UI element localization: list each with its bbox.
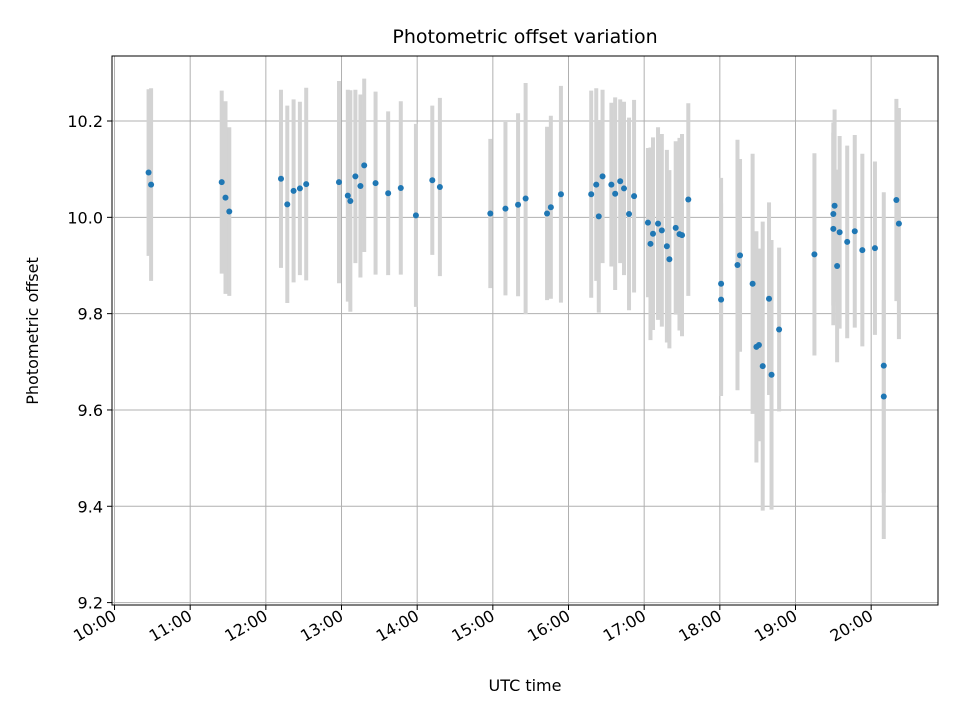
data-point — [672, 224, 679, 231]
data-point — [831, 202, 838, 209]
data-point — [588, 191, 595, 198]
data-point — [749, 280, 756, 287]
data-point — [303, 181, 310, 188]
data-point — [397, 184, 404, 191]
plot-area-frame — [111, 55, 939, 606]
data-point — [595, 213, 602, 220]
y-tick-label: 9.4 — [78, 497, 103, 516]
data-points — [145, 162, 902, 400]
data-point — [766, 295, 773, 302]
data-point — [685, 196, 692, 203]
data-point — [608, 181, 615, 188]
data-point — [620, 185, 627, 192]
data-point — [226, 208, 233, 215]
data-point — [290, 187, 297, 194]
data-point — [296, 185, 303, 192]
data-point — [830, 210, 837, 217]
data-point — [734, 262, 741, 269]
data-point — [737, 252, 744, 259]
data-point — [617, 178, 624, 185]
data-point — [544, 210, 551, 217]
data-point — [834, 262, 841, 269]
data-point — [515, 201, 522, 208]
data-point — [830, 225, 837, 232]
data-point — [679, 232, 686, 239]
y-axis-title: Photometric offset — [23, 257, 42, 405]
data-point — [593, 181, 600, 188]
y-axis-ticks: 9.2 9.4 9.6 9.8 10.0 10.2 — [67, 112, 112, 613]
data-point — [626, 210, 633, 217]
data-point — [547, 204, 554, 211]
data-point — [658, 227, 665, 234]
data-point — [836, 229, 843, 236]
data-point — [851, 228, 858, 235]
data-point — [718, 296, 725, 303]
y-tick-label: 9.8 — [78, 305, 103, 324]
y-tick-label: 10.0 — [67, 208, 103, 227]
data-point — [347, 197, 354, 204]
data-point — [429, 177, 436, 184]
data-point — [893, 196, 900, 203]
data-point — [487, 210, 494, 217]
data-point — [372, 180, 379, 187]
y-tick-label: 9.2 — [78, 594, 103, 613]
data-point — [436, 183, 443, 190]
data-point — [880, 393, 887, 400]
data-point — [895, 220, 902, 227]
data-point — [649, 230, 656, 237]
data-point — [145, 169, 152, 176]
data-point — [277, 175, 284, 182]
data-point — [768, 371, 775, 378]
data-point — [655, 220, 662, 227]
chart-title: Photometric offset variation — [392, 26, 657, 48]
data-point — [335, 179, 342, 186]
data-point — [647, 240, 654, 247]
data-point — [844, 238, 851, 245]
data-point — [218, 179, 225, 186]
data-point — [612, 190, 619, 197]
x-axis-title: UTC time — [489, 676, 562, 695]
y-tick-label: 9.6 — [78, 401, 103, 420]
data-point — [222, 194, 229, 201]
data-point — [148, 181, 155, 188]
data-point — [811, 251, 818, 258]
data-point — [776, 326, 783, 333]
data-point — [557, 191, 564, 198]
data-point — [502, 205, 509, 212]
data-point — [871, 245, 878, 252]
data-point — [412, 212, 419, 219]
data-point — [880, 362, 887, 369]
data-point — [599, 173, 606, 180]
data-point — [352, 173, 359, 180]
data-point — [385, 190, 392, 197]
data-point — [361, 162, 368, 169]
data-point — [631, 193, 638, 200]
data-point — [663, 243, 670, 250]
data-point — [522, 195, 529, 202]
data-point — [344, 192, 351, 199]
data-point — [284, 201, 291, 208]
data-point — [644, 219, 651, 226]
data-point — [666, 256, 673, 263]
data-point — [718, 280, 725, 287]
data-point — [759, 363, 766, 370]
data-point — [357, 183, 364, 190]
data-point — [859, 247, 866, 254]
data-point — [755, 341, 762, 348]
y-tick-label: 10.2 — [67, 112, 103, 131]
